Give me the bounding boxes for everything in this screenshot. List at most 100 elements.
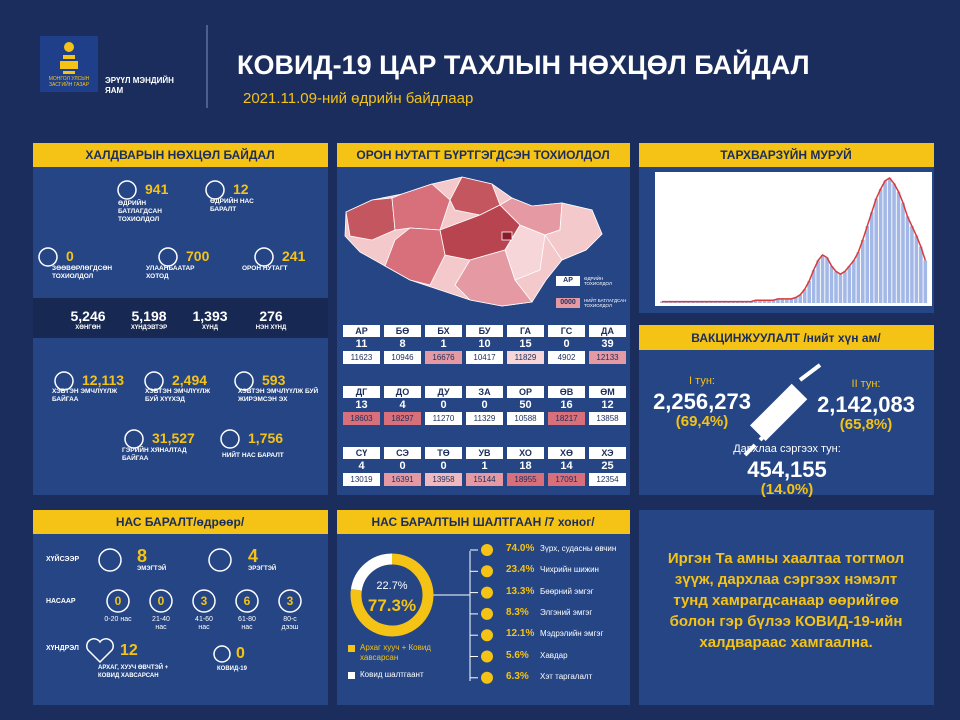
province-total-cell xyxy=(466,412,503,425)
province-total: 11623 xyxy=(350,353,373,362)
province-total: 12354 xyxy=(596,475,619,484)
province-code: БУ xyxy=(478,326,491,336)
province-total: 18955 xyxy=(514,475,537,484)
province-code: ГА xyxy=(519,326,532,336)
severity-value: 276 xyxy=(259,308,283,324)
virus-icon xyxy=(213,645,231,663)
stat-value: 12,113 xyxy=(82,372,125,388)
province-total-cell xyxy=(589,473,626,486)
province-total: 16676 xyxy=(432,353,455,362)
legend-swatch xyxy=(348,672,355,679)
epi-bar xyxy=(794,297,798,303)
province-daily: 12 xyxy=(601,399,614,411)
epi-bar xyxy=(861,239,865,303)
stat-value: 700 xyxy=(186,248,210,264)
age-value: 0 xyxy=(157,594,165,608)
stat-label: НИЙТ НАС БАРАЛТ xyxy=(222,452,284,459)
province-code: ДО xyxy=(395,387,410,397)
province-code-cell xyxy=(548,386,585,398)
province-daily: 0 xyxy=(563,338,570,350)
panel-title: НАС БАРАЛТЫН ШАЛТГААН /7 хоног/ xyxy=(371,515,595,529)
legend-swatch xyxy=(556,298,580,308)
epi-bar xyxy=(771,300,776,303)
epi-bar xyxy=(802,289,807,303)
age-circle xyxy=(235,589,259,613)
epi-bar xyxy=(905,216,910,303)
province-code-cell xyxy=(384,447,421,459)
stat-label: УЛААНБААТАР ХОТОД xyxy=(146,265,195,280)
province-code-cell xyxy=(507,386,544,398)
stat-icon xyxy=(124,429,144,449)
sex-label: ЭМЭГТЭЙ xyxy=(137,566,167,572)
stat-label: ХЭВТЭН ЭМЧЛҮҮЛЖ БУЙ ЖИРЭМСЭН ЭХ xyxy=(238,388,319,403)
province-code: ДУ xyxy=(437,387,450,397)
legend-label: ӨДРИЙН ТОХИОЛДОЛ xyxy=(584,276,612,286)
epi-bar xyxy=(753,300,758,303)
province-total-cell xyxy=(548,473,585,486)
province-code: ӨВ xyxy=(559,387,574,397)
stat-icon xyxy=(234,371,254,391)
epi-bar xyxy=(820,254,825,303)
epi-bar xyxy=(856,252,861,303)
age-label: 0-20 нас xyxy=(104,616,132,623)
severity-value: 5,198 xyxy=(131,308,167,324)
stat-value: 2,494 xyxy=(172,372,208,388)
legend-label: Ковид шалтгаант xyxy=(360,670,424,679)
province-total: 13858 xyxy=(596,414,619,423)
age-circle xyxy=(106,589,130,613)
province-daily: 11 xyxy=(355,338,368,350)
province-total-cell xyxy=(384,351,421,364)
province-code-cell xyxy=(343,325,380,337)
legend-code: АР xyxy=(563,277,573,284)
province-code-cell xyxy=(425,447,462,459)
epi-bar xyxy=(780,298,785,303)
province-code-cell xyxy=(466,386,503,398)
comorbidity-label: АРХАГ, ХУУЧ ӨВЧТЭЙ + КОВИД ХАВСАРСАН xyxy=(98,665,169,679)
province-daily: 25 xyxy=(601,460,614,472)
province-daily: 10 xyxy=(478,338,491,350)
province-total: 13019 xyxy=(350,475,373,484)
epi-bar xyxy=(776,298,780,303)
province-code-cell xyxy=(589,386,626,398)
cause-label: Чихрийн шижин xyxy=(540,565,599,575)
province-code: ХЭ xyxy=(601,448,614,458)
severity-label: НЭН ХҮНД xyxy=(255,325,287,331)
epi-bar xyxy=(901,202,905,303)
province-code-cell xyxy=(343,386,380,398)
legend-label: НИЙТ БАТЛАГДСАН ТОХИОЛДОЛ xyxy=(584,298,627,308)
cause-label: Мэдрэлийн эмгэг xyxy=(540,629,604,639)
legend-code: 0000 xyxy=(560,299,576,306)
dose-label: II тун: xyxy=(851,378,881,390)
stat-value: 0 xyxy=(66,248,74,264)
donut-label: 22.7% xyxy=(376,580,408,592)
panel-title: ХАЛДВАРЫН НӨХЦӨЛ БАЙДАЛ xyxy=(85,148,275,162)
province-total: 18217 xyxy=(555,414,578,423)
province-daily: 0 xyxy=(399,460,406,472)
donut-label: 77.3% xyxy=(367,596,417,615)
province-code: СЭ xyxy=(396,448,409,458)
epi-bar xyxy=(878,188,883,303)
epi-bar xyxy=(816,260,820,303)
province-code: УВ xyxy=(478,448,491,458)
province-code-cell xyxy=(384,386,421,398)
dose-label: I тун: xyxy=(689,375,715,387)
age-value: 3 xyxy=(286,594,294,608)
dose-percent: (69,4%) xyxy=(675,413,729,430)
epi-bar xyxy=(874,198,878,303)
province-daily: 1 xyxy=(440,338,447,350)
province-code-cell xyxy=(343,447,380,459)
province-daily: 8 xyxy=(399,338,406,350)
cause-label: Элгэний эмгэг xyxy=(540,607,593,617)
province-total: 16391 xyxy=(391,475,414,484)
province-code: ЗА xyxy=(478,387,491,397)
logo xyxy=(40,36,98,92)
epi-bar xyxy=(847,265,852,303)
page-title: КОВИД-19 ЦАР ТАХЛЫН НӨХЦӨЛ БАЙДАЛ xyxy=(237,50,810,80)
province-code-cell xyxy=(466,325,503,337)
dose-count: 2,256,273 xyxy=(653,389,751,414)
age-circle xyxy=(278,589,302,613)
stat-value: 941 xyxy=(145,181,169,197)
province-total: 15144 xyxy=(473,475,496,484)
province-code: ОР xyxy=(518,387,533,397)
